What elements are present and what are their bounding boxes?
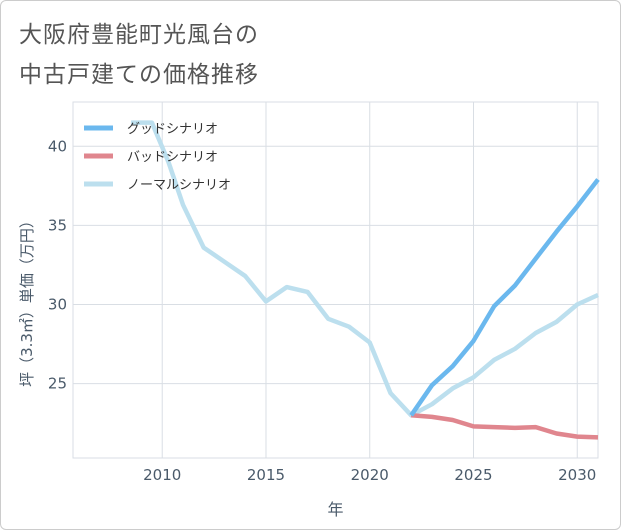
chart-title-line-1: 大阪府豊能町光風台の xyxy=(19,22,259,48)
x-axis-label: 年 xyxy=(327,500,343,519)
y-axis-label: 坪（3.3㎡）単価（万円） xyxy=(18,213,36,387)
chart-title-line-2: 中古戸建ての価格推移 xyxy=(19,62,259,88)
series-line-3 xyxy=(131,120,599,418)
x-tick-label: 2025 xyxy=(454,466,492,484)
series-line-2 xyxy=(411,413,599,440)
series-lines xyxy=(131,120,600,440)
grid xyxy=(72,101,599,459)
x-tick-label: 2010 xyxy=(143,466,181,484)
legend-label: ノーマルシナリオ xyxy=(127,178,231,193)
x-tick-label: 2030 xyxy=(558,466,596,484)
series-line-1 xyxy=(409,178,600,417)
y-tick-label: 40 xyxy=(48,137,67,155)
legend-label: グッドシナリオ xyxy=(127,122,218,137)
x-tick-label: 2015 xyxy=(247,466,285,484)
x-tick-label: 2020 xyxy=(351,466,389,484)
y-tick-label: 30 xyxy=(48,296,67,314)
legend-label: バッドシナリオ xyxy=(127,150,218,165)
y-tick-label: 35 xyxy=(48,216,67,234)
y-tick-label: 25 xyxy=(48,375,67,393)
axis-ticks: 2010 2015 2020 2025 2030 25 30 35 40 xyxy=(48,137,596,484)
plot-border xyxy=(72,101,599,459)
